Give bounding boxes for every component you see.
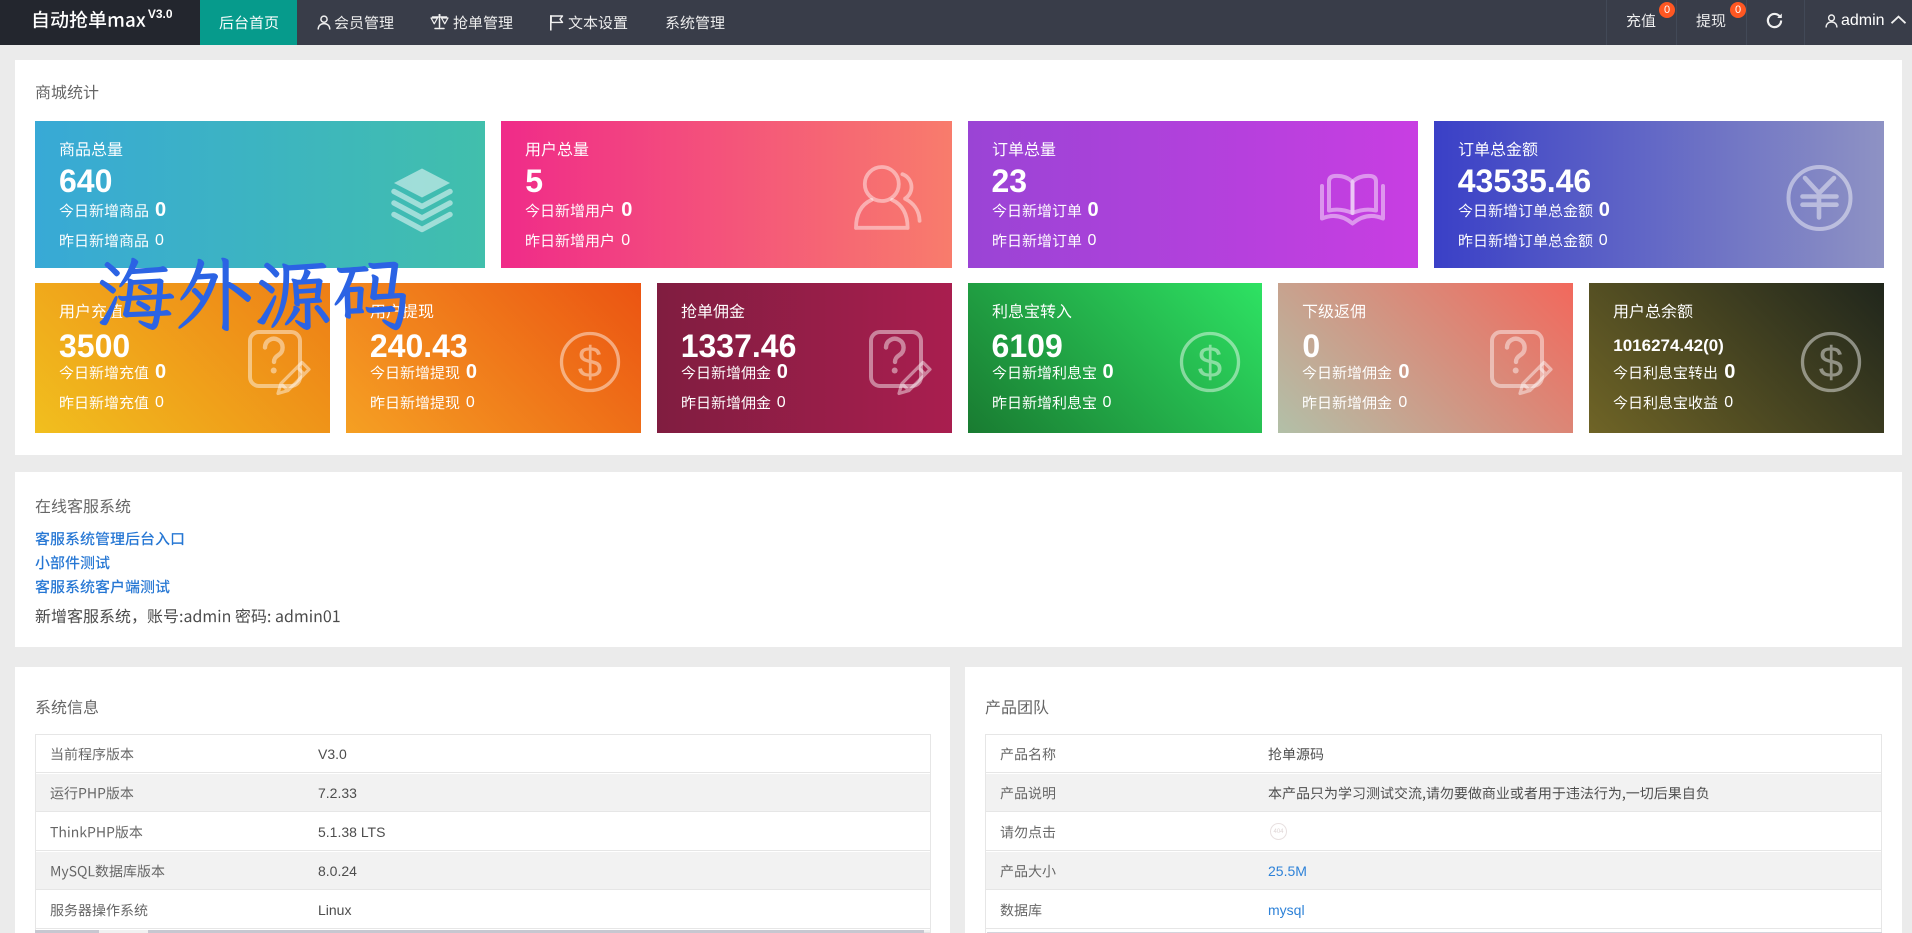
svg-text:$: $ — [1198, 338, 1222, 387]
svg-text:$: $ — [578, 338, 602, 387]
svg-text:$: $ — [1819, 338, 1843, 387]
